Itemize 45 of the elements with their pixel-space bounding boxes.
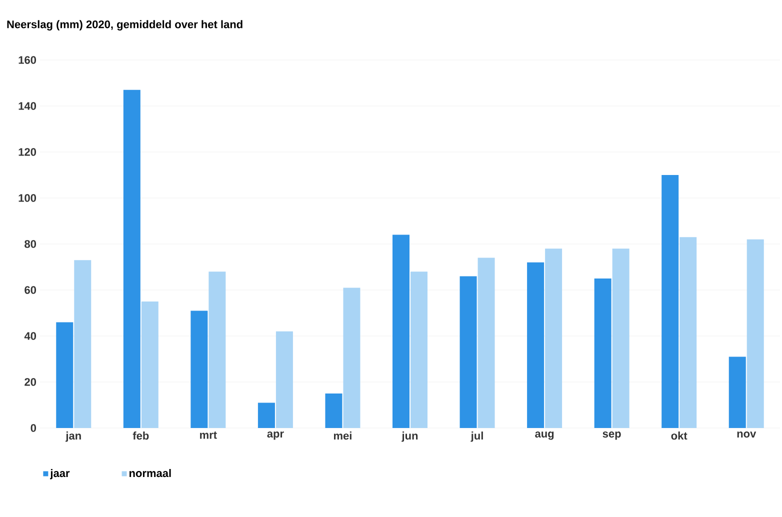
bar (728, 356, 746, 428)
bar (662, 175, 679, 428)
x-tick-label: mrt (200, 432, 217, 439)
y-tick-label: 0 (30, 424, 36, 432)
bar (527, 262, 544, 428)
y-tick-label: 160 (18, 56, 36, 64)
bar (141, 302, 158, 428)
bar (190, 310, 208, 428)
bar (56, 322, 74, 428)
x-tick-label: jul (470, 432, 483, 442)
bar (276, 331, 293, 428)
bar (123, 90, 140, 428)
y-tick-label: 120 (18, 148, 36, 156)
y-tick-label: 20 (24, 378, 36, 386)
x-tick-label: okt (671, 432, 688, 440)
legend-label: normaal (129, 469, 171, 478)
bar (258, 402, 275, 428)
bar (612, 248, 630, 428)
bar (460, 276, 477, 428)
bar (594, 278, 612, 428)
y-tick-label: 100 (18, 194, 36, 202)
x-tick-label: aug (535, 432, 554, 440)
x-tick-label: jan (66, 432, 81, 442)
bar (680, 237, 697, 428)
bar (478, 258, 495, 428)
x-tick-label: nov (737, 432, 756, 438)
bar (545, 248, 562, 428)
y-tick-label: 60 (24, 286, 36, 294)
chart-title: Neerslag (mm) 2020, gemiddeld over het land (7, 20, 242, 30)
bar (74, 260, 92, 428)
y-tick-label: 80 (24, 240, 36, 248)
bar (343, 288, 360, 428)
bar (325, 394, 342, 428)
legend-label: jaar (50, 469, 70, 480)
x-tick-label: jun (402, 432, 418, 442)
bar (410, 272, 428, 428)
bar (392, 234, 410, 428)
bar (746, 239, 764, 428)
y-tick-label: 40 (24, 332, 36, 340)
bar (208, 272, 226, 428)
y-tick-label: 140 (18, 102, 36, 110)
x-tick-label: apr (267, 432, 284, 440)
x-tick-label: sep (602, 432, 621, 440)
x-tick-label: feb (132, 432, 149, 440)
x-tick-label: mei (334, 432, 352, 440)
